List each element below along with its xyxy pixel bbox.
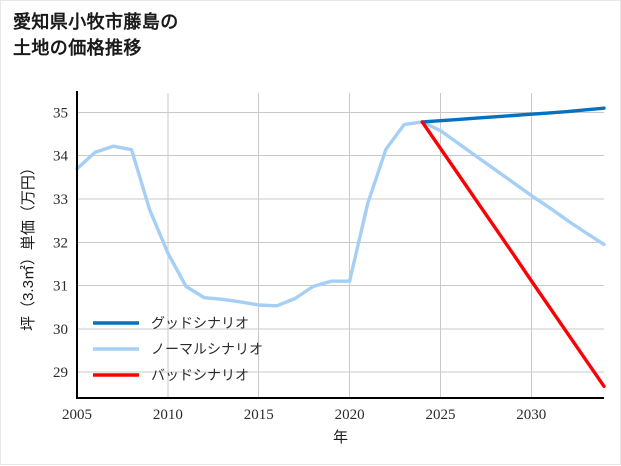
y-tick-label: 30 — [53, 322, 68, 338]
x-tick-label: 2010 — [153, 407, 183, 423]
series-line-bad — [420, 120, 606, 389]
legend-label: バッドシナリオ — [151, 369, 249, 384]
axis-titles: 年 坪（3.3㎡）単価（万円） — [20, 160, 348, 446]
series-line-normal — [75, 120, 606, 308]
y-tick-label: 33 — [53, 192, 68, 208]
x-axis-tick-labels: 2005 2010 2015 2020 2025 2030 — [62, 407, 546, 423]
axis-lines — [75, 91, 604, 400]
data-series-group — [75, 106, 606, 389]
x-tick-label: 2015 — [244, 407, 274, 423]
y-axis-title: 坪（3.3㎡）単価（万円） — [20, 160, 37, 331]
x-tick-label: 2025 — [425, 407, 455, 423]
y-axis-tick-labels: 29 30 31 32 33 34 35 — [53, 105, 69, 381]
y-tick-label: 35 — [53, 105, 68, 121]
x-axis-title: 年 — [333, 429, 348, 446]
page-title: 愛知県小牧市藤島の 土地の価格推移 — [13, 12, 179, 59]
x-tick-label: 2030 — [516, 407, 546, 423]
y-tick-label: 34 — [53, 149, 69, 165]
x-tick-label: 2005 — [62, 407, 92, 423]
series-line-good — [420, 106, 606, 124]
y-tick-label: 29 — [53, 365, 68, 381]
y-tick-label: 32 — [53, 235, 68, 251]
x-tick-label: 2020 — [335, 407, 365, 423]
legend-label: ノーマルシナリオ — [151, 343, 263, 358]
legend-label: グッドシナリオ — [151, 316, 249, 332]
y-tick-label: 31 — [53, 279, 68, 295]
